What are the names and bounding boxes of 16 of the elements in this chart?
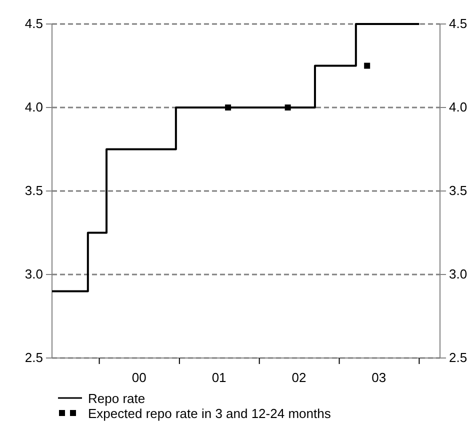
y-tick-label: 4.5 (24, 16, 43, 32)
y2-tick-label: 4.0 (449, 100, 468, 115)
x-tick-label: 02 (292, 370, 306, 385)
y2-tick-label: 3.0 (449, 266, 468, 282)
y-tick-label: 2.5 (24, 350, 43, 366)
legend-label: Expected repo rate in 3 and 12-24 months (88, 406, 332, 421)
y-tick-label: 3.0 (24, 266, 43, 282)
legend-label: Repo rate (88, 391, 146, 406)
y2-tick-label: 4.5 (449, 16, 468, 32)
y-tick-label: 4.0 (24, 100, 43, 115)
y-tick-label: 3.5 (24, 183, 43, 198)
x-tick-label: 03 (372, 370, 386, 385)
y2-tick-label: 3.5 (449, 183, 468, 198)
y2-tick-label: 2.5 (449, 350, 468, 366)
x-tick-label: 01 (212, 370, 226, 385)
x-tick-label: 00 (132, 370, 146, 385)
